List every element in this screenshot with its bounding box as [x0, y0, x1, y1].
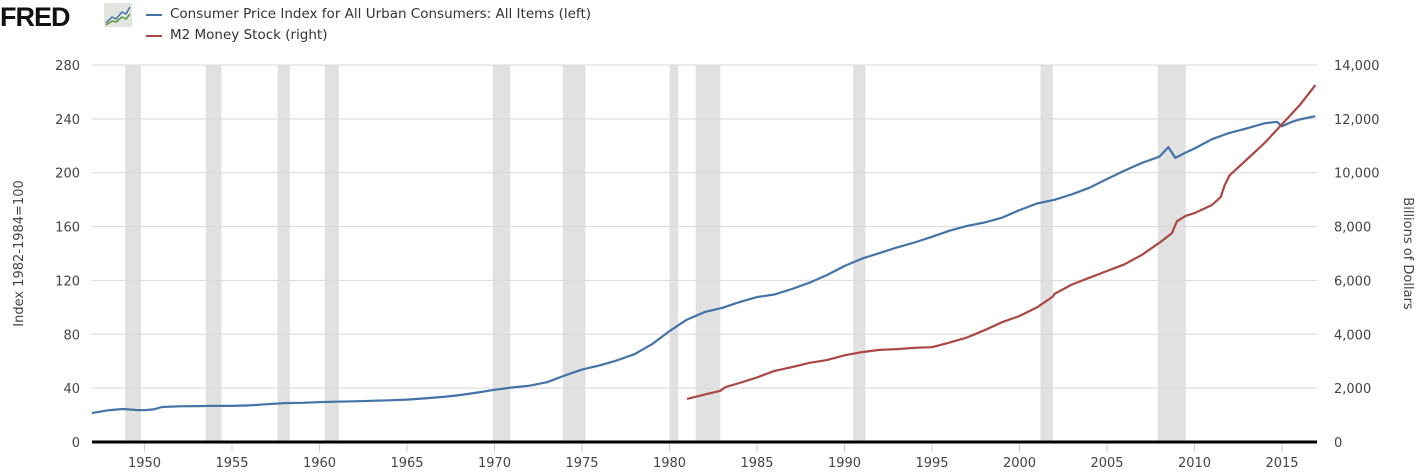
x-tick-label: 1995: [915, 456, 948, 471]
y-right-tick-label: 0: [1334, 436, 1342, 451]
legend: Consumer Price Index for All Urban Consu…: [146, 4, 591, 46]
y-left-tick-label: 280: [55, 59, 80, 74]
recession-band: [853, 65, 866, 442]
y-left-tick-label: 40: [63, 382, 80, 397]
y-left-tick-label: 200: [55, 167, 80, 182]
recession-band: [669, 65, 679, 442]
x-tick-label: 1965: [390, 456, 423, 471]
x-tick-label: 1985: [740, 456, 773, 471]
legend-swatch-cpi: [146, 13, 162, 16]
fred-logo[interactable]: FRED: [0, 2, 70, 33]
legend-label-m2: M2 Money Stock (right): [170, 27, 328, 43]
y-left-tick-label: 80: [63, 328, 80, 343]
y-left-tick-label: 160: [55, 221, 80, 236]
recession-band: [1040, 65, 1053, 442]
recession-band: [125, 65, 141, 442]
y-right-tick-label: 14,000: [1334, 59, 1380, 74]
x-tick-label: 1950: [128, 456, 161, 471]
y-right-tick-label: 4,000: [1334, 328, 1371, 343]
line-chart-icon: [104, 3, 132, 27]
m2-series-line: [686, 84, 1317, 400]
recession-band: [695, 65, 721, 442]
y-left-tick-label: 0: [72, 436, 80, 451]
recession-band: [562, 65, 586, 442]
y-left-tick-label: 120: [55, 274, 80, 289]
recession-band: [324, 65, 339, 442]
legend-item-m2[interactable]: M2 Money Stock (right): [146, 25, 591, 46]
legend-label-cpi: Consumer Price Index for All Urban Consu…: [170, 6, 592, 22]
legend-item-cpi[interactable]: Consumer Price Index for All Urban Consu…: [146, 4, 591, 25]
cpi-series-line: [91, 115, 1316, 415]
x-tick-label: 1955: [215, 456, 248, 471]
x-tick-label: 1960: [303, 456, 336, 471]
legend-swatch-m2: [146, 34, 162, 37]
y-right-tick-label: 8,000: [1334, 221, 1371, 236]
x-tick-label: 2000: [1003, 456, 1036, 471]
recession-band: [1157, 65, 1186, 442]
x-tick-label: 1970: [478, 456, 511, 471]
x-tick-label: 2015: [1265, 456, 1298, 471]
y-left-axis-label: Index 1982-1984=100: [12, 180, 27, 327]
recession-band: [492, 65, 511, 442]
y-left-tick-label: 240: [55, 113, 80, 128]
recession-band: [277, 65, 290, 442]
y-right-tick-label: 10,000: [1334, 167, 1380, 182]
x-tick-label: 1975: [565, 456, 598, 471]
x-tick-label: 1990: [828, 456, 861, 471]
logo-text: FRED: [0, 2, 70, 32]
y-right-tick-label: 2,000: [1334, 382, 1371, 397]
y-right-tick-label: 6,000: [1334, 274, 1371, 289]
x-tick-label: 1980: [653, 456, 686, 471]
y-right-axis-label: Billions of Dollars: [1400, 197, 1415, 310]
recession-band: [205, 65, 222, 442]
line-chart-icon-graphic: [105, 6, 131, 26]
y-right-tick-label: 12,000: [1334, 113, 1380, 128]
x-tick-label: 2010: [1178, 456, 1211, 471]
x-tick-label: 2005: [1090, 456, 1123, 471]
